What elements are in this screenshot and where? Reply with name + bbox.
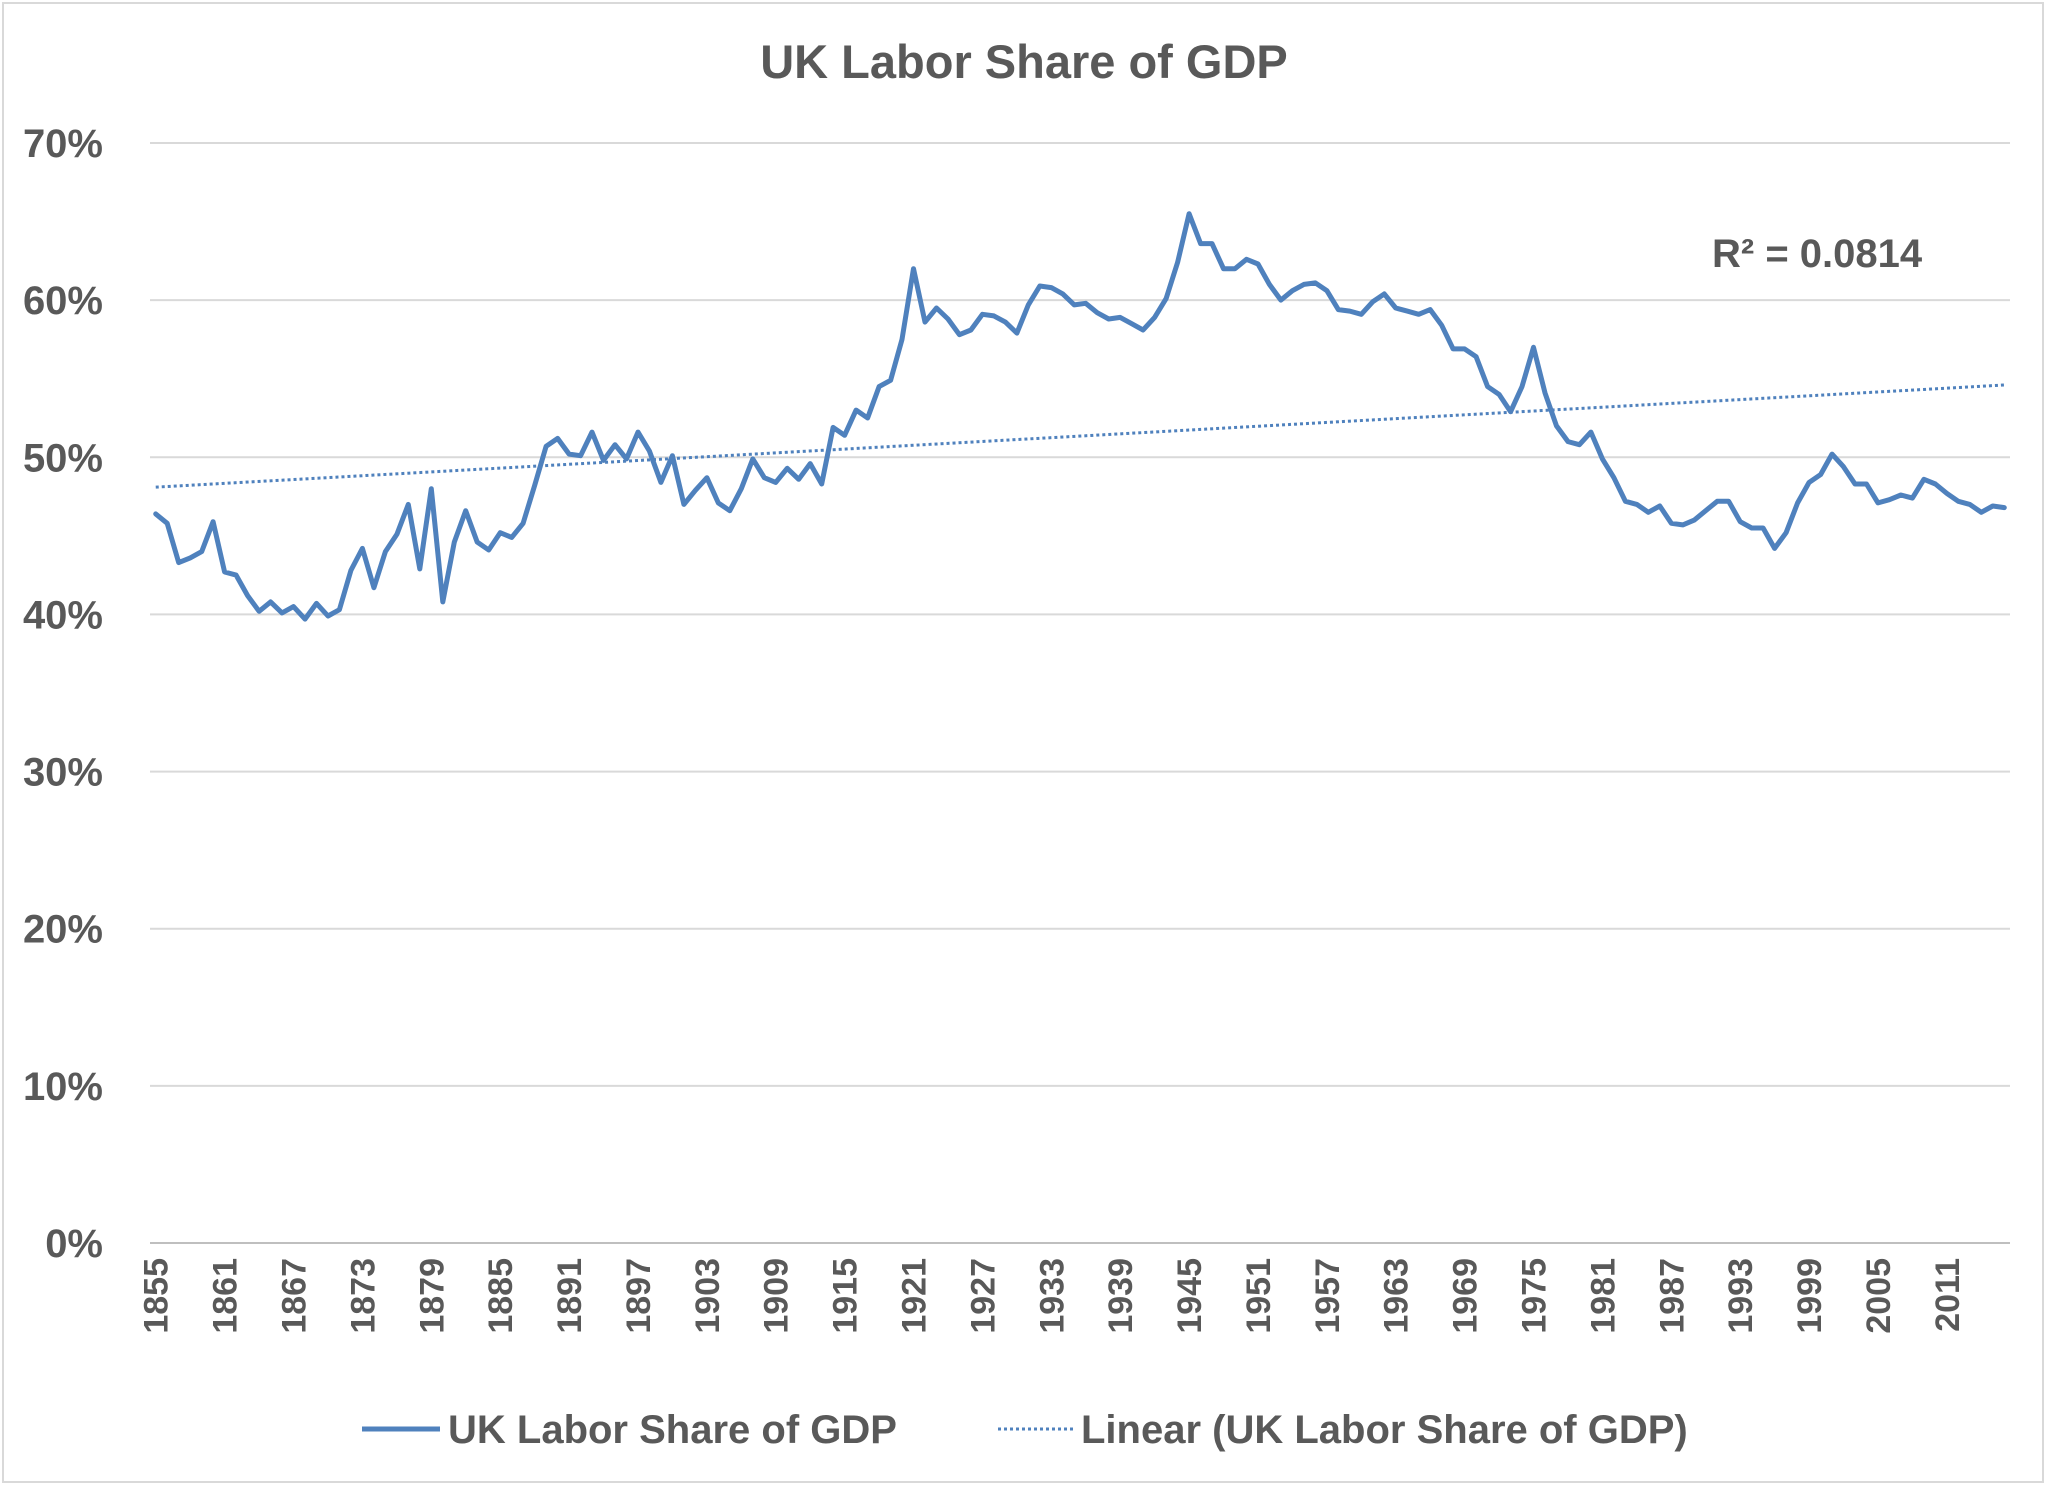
x-tick-label: 1903 — [689, 1258, 727, 1334]
x-tick-label: 1879 — [413, 1258, 451, 1334]
x-tick-label: 1933 — [1033, 1258, 1071, 1334]
x-tick-label: 1897 — [620, 1258, 658, 1334]
x-tick-label: 1999 — [1791, 1258, 1829, 1334]
x-tick-label: 1909 — [758, 1258, 796, 1334]
y-tick-label: 20% — [23, 908, 103, 952]
x-tick-label: 1993 — [1722, 1258, 1760, 1334]
r-squared-annotation: R² = 0.0814 — [1712, 232, 1923, 276]
x-tick-label: 1867 — [276, 1258, 314, 1334]
x-tick-label: 1861 — [207, 1258, 245, 1334]
x-tick-label: 1963 — [1378, 1258, 1416, 1334]
x-tick-label: 1987 — [1653, 1258, 1691, 1334]
trendline-group — [155, 383, 2005, 489]
gridlines — [150, 142, 2010, 1087]
x-tick-label: 1975 — [1516, 1258, 1554, 1334]
y-tick-label: 70% — [23, 122, 103, 166]
y-tick-label: 10% — [23, 1065, 103, 1109]
x-axis-tick-labels: 1855 1861 1867 1873 1879 1885 1891 1897 1903 1909… — [138, 1258, 1967, 1334]
x-tick-label: 2011 — [1929, 1258, 1967, 1332]
x-tick-label: 1951 — [1240, 1258, 1278, 1334]
x-tick-label: 2005 — [1860, 1258, 1898, 1334]
chart-title: UK Labor Share of GDP — [760, 35, 1288, 88]
x-tick-label: 1873 — [344, 1258, 382, 1334]
series-group — [153, 211, 2007, 622]
x-tick-label: 1891 — [551, 1258, 589, 1334]
trendline-linear[interactable] — [155, 383, 2005, 489]
series-line-uk-labor-share[interactable] — [153, 211, 2007, 622]
y-tick-label: 40% — [23, 593, 103, 637]
x-tick-label: 1885 — [482, 1258, 520, 1334]
y-tick-label: 0% — [45, 1222, 103, 1266]
x-tick-label: 1927 — [964, 1258, 1002, 1334]
y-tick-label: 50% — [23, 436, 103, 480]
x-tick-label: 1945 — [1171, 1258, 1209, 1334]
legend[interactable]: UK Labor Share of GDP Linear (UK Labor S… — [362, 1408, 1688, 1452]
y-tick-label: 30% — [23, 751, 103, 795]
legend-label-linear-trend[interactable]: Linear (UK Labor Share of GDP) — [1081, 1408, 1688, 1452]
y-axis-tick-labels: 0% 10% 20% 30% 40% 50% 60% 70% — [23, 122, 103, 1266]
x-tick-label: 1981 — [1584, 1258, 1622, 1334]
x-tick-label: 1915 — [827, 1258, 865, 1334]
legend-label-uk-labor-share[interactable]: UK Labor Share of GDP — [448, 1408, 897, 1452]
x-tick-label: 1939 — [1102, 1258, 1140, 1334]
x-tick-label: 1921 — [896, 1258, 934, 1334]
y-tick-label: 60% — [23, 279, 103, 323]
x-tick-label: 1969 — [1447, 1258, 1485, 1334]
x-tick-label: 1957 — [1309, 1258, 1347, 1334]
x-tick-label: 1855 — [138, 1258, 176, 1334]
